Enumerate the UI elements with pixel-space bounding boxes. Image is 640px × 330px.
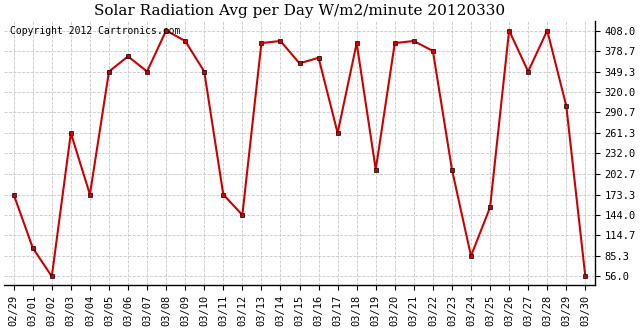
Text: Copyright 2012 Cartronics.com: Copyright 2012 Cartronics.com: [10, 26, 180, 36]
Title: Solar Radiation Avg per Day W/m2/minute 20120330: Solar Radiation Avg per Day W/m2/minute …: [94, 4, 505, 18]
